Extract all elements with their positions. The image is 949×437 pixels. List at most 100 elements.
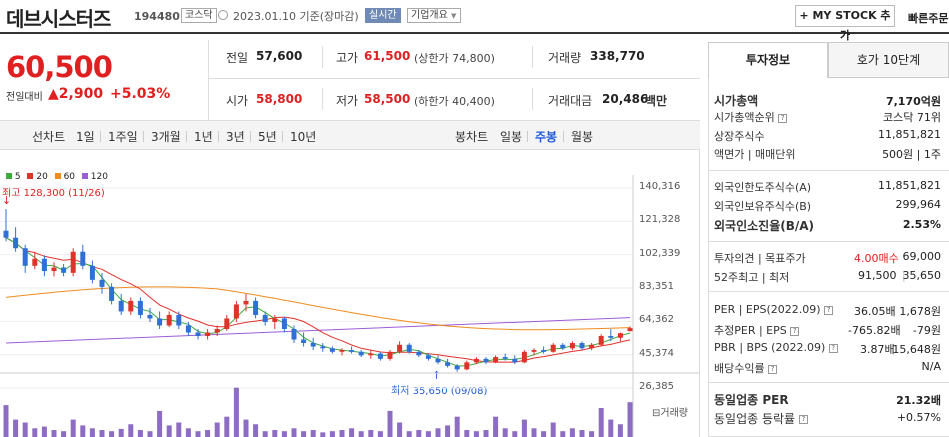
candle-body: [502, 357, 508, 359]
candle-body: [608, 336, 614, 338]
candle: [253, 297, 259, 319]
candle-body: [51, 267, 57, 272]
candle-body: [512, 358, 518, 363]
help-icon[interactable]: ?: [828, 343, 838, 353]
change-label: 전일대비: [6, 92, 43, 103]
candle-body: [224, 318, 230, 329]
divider: [708, 291, 949, 292]
help-icon[interactable]: ?: [790, 326, 800, 336]
candle: [137, 297, 143, 319]
candle: [435, 355, 441, 365]
my-stock-button[interactable]: + MY STOCK 추가: [795, 5, 895, 42]
candle: [512, 355, 518, 365]
menu-icon: ⊟: [652, 408, 661, 419]
candle-body: [291, 328, 297, 340]
candle-monthly[interactable]: 월봉: [571, 130, 594, 144]
volume-bar: [598, 408, 604, 437]
period-3m[interactable]: 3개월: [151, 130, 181, 144]
candle-body: [464, 362, 470, 370]
candle-body: [473, 358, 479, 363]
candle-daily[interactable]: 일봉: [500, 130, 523, 144]
tab-invest-info[interactable]: 투자정보: [708, 42, 828, 78]
candle-body: [406, 344, 412, 352]
volume-bar: [3, 405, 9, 437]
volume-bar: [541, 431, 547, 437]
line-chart-label: 선차트: [32, 130, 66, 144]
candle-weekly[interactable]: 주봉: [535, 130, 558, 144]
candle-body: [339, 350, 345, 352]
volume-bar: [99, 430, 105, 437]
candle-body: [349, 350, 355, 352]
candle: [41, 255, 47, 277]
divider: [282, 131, 283, 142]
candle-body: [185, 325, 191, 333]
candle-body: [589, 344, 595, 349]
shares-label: 상장주식수: [714, 130, 765, 143]
volume-bar: [147, 431, 153, 437]
volume-bar: [51, 430, 57, 437]
per-label: PER | EPS(2022.09) ?: [714, 303, 834, 316]
legend-5: 5: [6, 172, 21, 182]
candle-body: [272, 318, 278, 322]
realtime-button[interactable]: 실시간: [365, 8, 401, 23]
volume-bar: [502, 428, 508, 437]
divider: [143, 131, 144, 142]
volume-bar: [272, 430, 278, 437]
candle: [291, 325, 297, 344]
ma-60-line: [5, 286, 631, 331]
stock-header: [0, 0, 949, 34]
candle-body: [281, 318, 287, 329]
candle-body: [109, 286, 115, 301]
divider: [322, 88, 323, 110]
period-1w[interactable]: 1주일: [108, 130, 138, 144]
candle-body: [617, 333, 623, 338]
candle-body: [368, 353, 374, 356]
div-label: 배당수익률 ?: [714, 360, 778, 376]
par-label: 액면가 | 매매단위: [714, 148, 796, 161]
prev-label: 전일: [226, 51, 249, 65]
quick-order-button[interactable]: 빠른주문: [908, 12, 949, 25]
legend-60: 60: [54, 172, 75, 182]
candle-body: [89, 265, 95, 280]
volume-bar: [262, 431, 268, 437]
period-1d[interactable]: 1일: [76, 130, 95, 144]
divider: [250, 131, 251, 142]
help-icon[interactable]: ?: [798, 415, 808, 424]
period-1y[interactable]: 1년: [194, 130, 213, 144]
candle: [349, 346, 355, 354]
tab-hoga[interactable]: 호가 10단계: [828, 42, 949, 78]
candle-body: [205, 332, 211, 337]
market-cap-label: 시가총액: [714, 94, 759, 108]
candle: [502, 353, 508, 361]
period-10y[interactable]: 10년: [290, 130, 317, 144]
divider: [563, 131, 564, 142]
candle: [560, 343, 566, 351]
candle: [521, 350, 527, 364]
candle: [176, 311, 182, 329]
help-icon[interactable]: ?: [824, 305, 834, 315]
help-icon[interactable]: ?: [768, 364, 778, 374]
period-5y[interactable]: 5년: [258, 130, 277, 144]
volume-bar: [512, 431, 518, 437]
candle: [109, 283, 115, 305]
est-per-value: -765.82배: [848, 324, 901, 337]
candle-body: [118, 300, 124, 312]
company-info-dropdown[interactable]: 기업개요 ▼: [407, 8, 461, 23]
est-eps-value: -79원: [912, 324, 941, 337]
candle-body: [483, 358, 489, 363]
divider: [322, 46, 323, 68]
up-triangle-icon: ▲: [48, 86, 59, 102]
candle-body: [166, 314, 172, 326]
period-3y[interactable]: 3년: [226, 130, 245, 144]
volume-bar: [589, 431, 595, 437]
bps-value: 15,648원: [892, 343, 941, 356]
candle: [445, 358, 451, 368]
candle-body: [569, 343, 575, 349]
candle: [224, 314, 230, 331]
candle-body: [70, 251, 76, 273]
high-limit: (상한가 74,800): [414, 52, 495, 65]
market-badge: 코스닥: [181, 8, 217, 23]
help-icon[interactable]: ?: [778, 113, 788, 123]
company-info-label: 기업개요: [411, 10, 448, 21]
volume-bar: [339, 430, 345, 437]
